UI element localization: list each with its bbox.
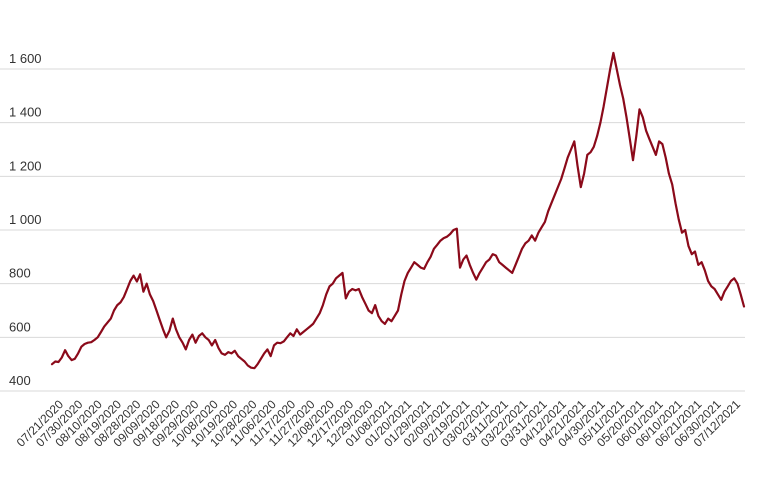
y-tick-label: 1 200 xyxy=(9,158,42,173)
y-tick-label: 1 600 xyxy=(9,51,42,66)
series-layer xyxy=(50,51,746,370)
y-tick-label: 1 000 xyxy=(9,212,42,227)
y-tick-label: 600 xyxy=(9,319,31,334)
y-tick-label: 400 xyxy=(9,373,31,388)
gridlines xyxy=(0,68,745,392)
y-axis-ticks: 400 600 800 1 000 1 200 1 400 1 600 xyxy=(9,51,42,388)
y-tick-label: 1 400 xyxy=(9,105,42,120)
series-line xyxy=(50,51,746,370)
x-axis-ticks: 07/21/202007/30/202008/10/202008/19/2020… xyxy=(14,397,744,450)
y-tick-label: 800 xyxy=(9,266,31,281)
